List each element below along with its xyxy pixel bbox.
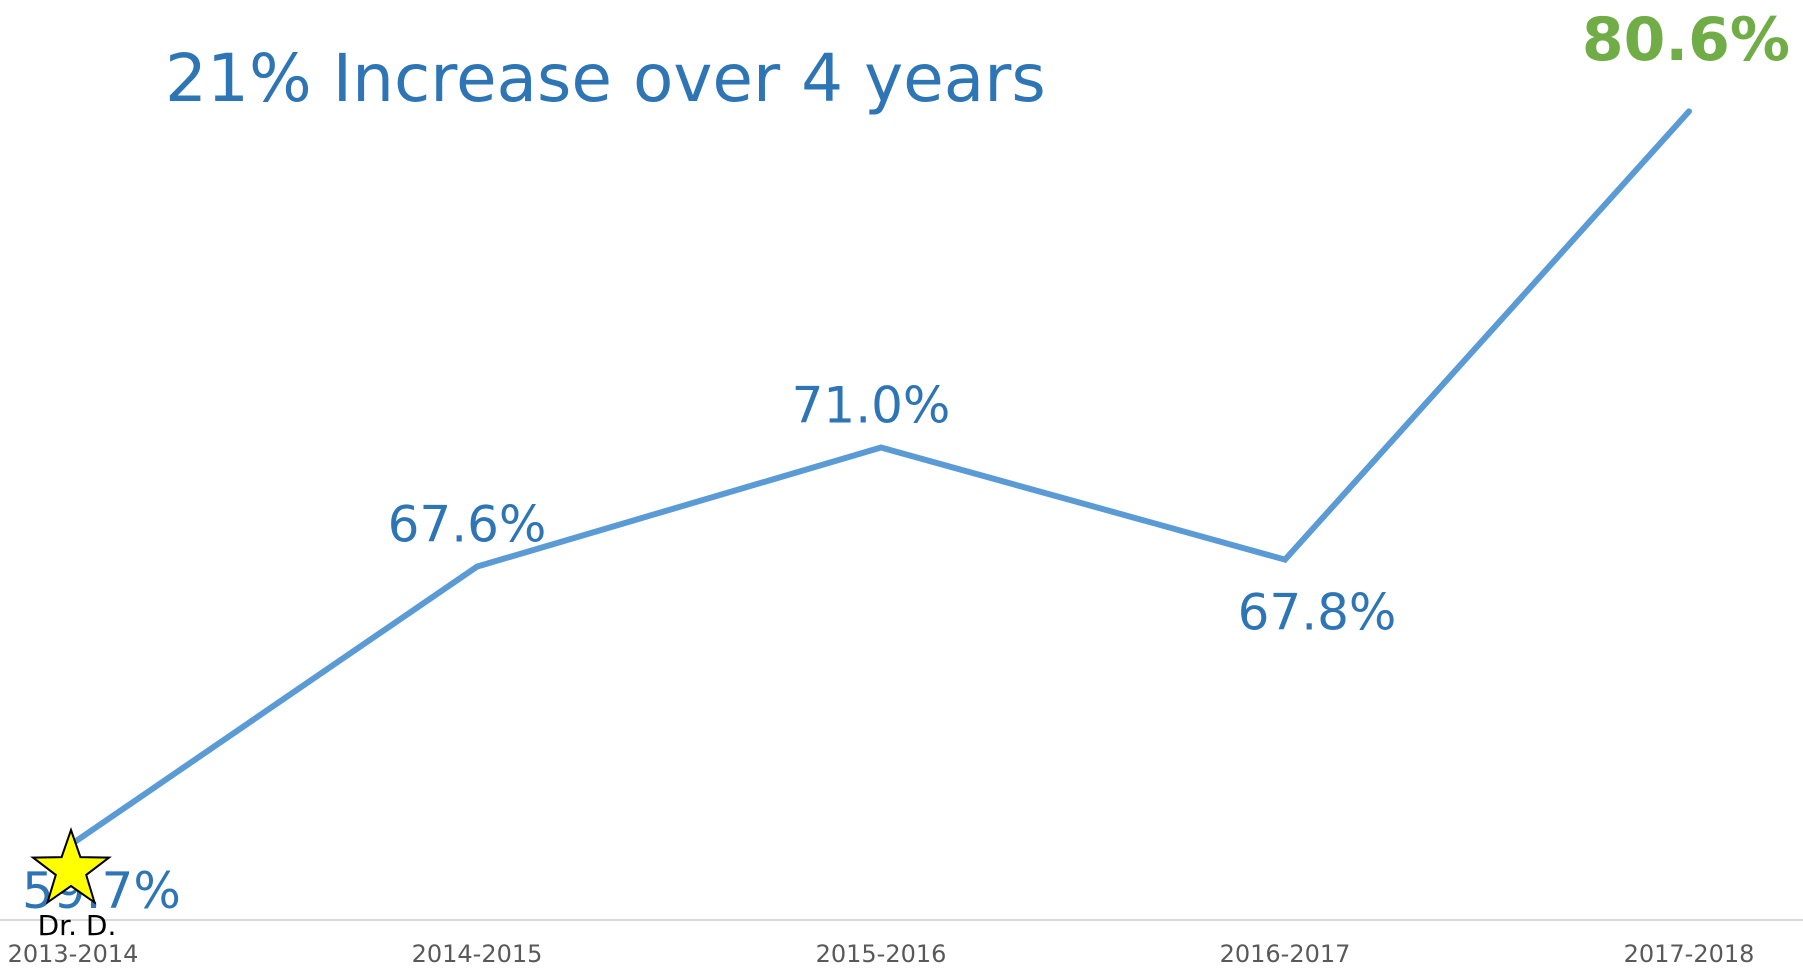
annotation-label: Dr. D. bbox=[38, 909, 117, 942]
x-tick-label-2013-2014: 2013-2014 bbox=[8, 940, 139, 968]
star-icon bbox=[30, 826, 112, 905]
annotations: Dr. D. bbox=[30, 826, 117, 942]
x-tick-label-2015-2016: 2015-2016 bbox=[816, 940, 947, 968]
data-label-2015-2016: 71.0% bbox=[792, 377, 951, 435]
x-tick-label-2016-2017: 2016-2017 bbox=[1220, 940, 1351, 968]
chart-title: 21% Increase over 4 years bbox=[165, 40, 1046, 117]
series-line bbox=[70, 108, 1692, 847]
data-labels: 59.7% 67.6% 71.0% 67.8% 80.6% bbox=[22, 5, 1790, 920]
data-label-2014-2015: 67.6% bbox=[388, 496, 547, 554]
x-tick-label-2014-2015: 2014-2015 bbox=[412, 940, 543, 968]
data-label-2016-2017: 67.8% bbox=[1238, 584, 1397, 642]
data-label-2017-2018: 80.6% bbox=[1582, 5, 1790, 75]
x-tick-labels: 2013-2014 2014-2015 2015-2016 2016-2017 2017… bbox=[8, 940, 1755, 968]
data-label-2013-2014: 59.7% bbox=[22, 862, 181, 920]
x-tick-label-2017-2018: 2017-2018 bbox=[1624, 940, 1755, 968]
